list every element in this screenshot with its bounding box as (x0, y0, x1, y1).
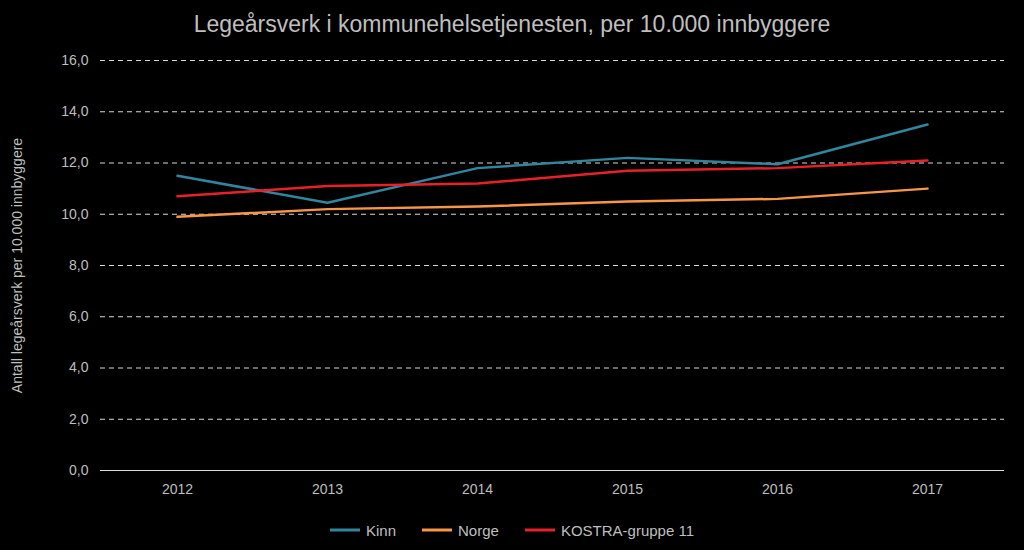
svg-text:8,0: 8,0 (69, 257, 89, 273)
svg-text:6,0: 6,0 (69, 308, 89, 324)
svg-text:16,0: 16,0 (61, 52, 88, 68)
svg-text:12,0: 12,0 (61, 154, 88, 170)
svg-text:2016: 2016 (762, 481, 793, 497)
html-text:KOSTRA-gruppe 11: KOSTRA-gruppe 11 (560, 521, 694, 539)
svg-text:14,0: 14,0 (61, 103, 88, 119)
svg-text:2013: 2013 (312, 481, 343, 497)
svg-text:2017: 2017 (912, 481, 943, 497)
html-text:Legeårsverk i kommunehelsetjen: Legeårsverk i kommunehelsetjenesten, per… (193, 11, 831, 37)
html-text:Norge: Norge (458, 521, 499, 539)
svg-text:2,0: 2,0 (69, 411, 89, 427)
html-text:Kinn: Kinn (366, 521, 396, 539)
svg-text:10,0: 10,0 (61, 206, 88, 222)
svg-text:Antall legeårsverk per 10.000: Antall legeårsverk per 10.000 innbyggere (9, 138, 25, 393)
svg-text:2012: 2012 (162, 481, 193, 497)
svg-text:2014: 2014 (462, 481, 493, 497)
svg-text:4,0: 4,0 (69, 359, 89, 375)
svg-text:2015: 2015 (612, 481, 643, 497)
svg-text:0,0: 0,0 (69, 462, 89, 478)
